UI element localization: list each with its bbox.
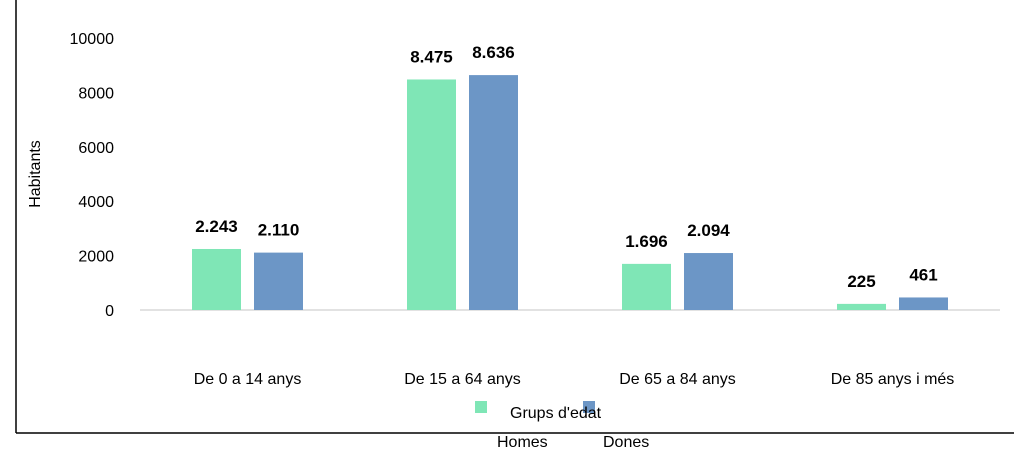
category-label: De 0 a 14 anys — [194, 371, 302, 388]
y-axis-ticks: 0 2000 4000 6000 8000 10000 — [70, 31, 115, 320]
legend-homes-label: Homes — [497, 434, 548, 451]
data-label: 8.475 — [410, 47, 453, 66]
data-label: 2.094 — [687, 221, 730, 240]
legend-homes-swatch — [475, 401, 487, 413]
bar-homes — [837, 303, 886, 310]
x-axis-title: Grups d'edat — [510, 405, 602, 422]
bar-dones — [254, 252, 303, 310]
bar-homes — [407, 79, 456, 310]
bars — [192, 75, 948, 310]
bar-dones — [469, 75, 518, 310]
legend-dones-label: Dones — [603, 434, 649, 451]
y-axis-title: Habitants — [27, 140, 44, 208]
y-tick-label: 4000 — [78, 194, 114, 211]
y-tick-label: 6000 — [78, 140, 114, 157]
data-label: 1.696 — [625, 232, 668, 251]
bar-homes — [622, 263, 671, 310]
data-label: 225 — [847, 272, 875, 291]
category-label: De 15 a 64 anys — [404, 371, 521, 388]
bar-dones — [899, 297, 948, 310]
y-tick-label: 10000 — [70, 31, 115, 48]
legend-dones-swatch — [583, 401, 595, 413]
category-labels: De 0 a 14 anys De 15 a 64 anys De 65 a 84 … — [194, 371, 955, 388]
data-labels: 2.243 2.110 8.475 8.636 1.696 2.094 225 461 — [195, 43, 937, 291]
bar-dones — [684, 253, 733, 310]
data-label: 2.110 — [258, 221, 300, 240]
y-tick-label: 0 — [105, 303, 114, 320]
y-tick-label: 2000 — [78, 249, 114, 266]
data-label: 8.636 — [472, 43, 515, 62]
category-label: De 65 a 84 anys — [619, 371, 736, 388]
data-label: 2.243 — [195, 217, 238, 236]
category-label: De 85 anys i més — [831, 371, 955, 388]
y-tick-label: 8000 — [78, 85, 114, 102]
bar-homes — [192, 248, 241, 310]
data-label: 461 — [909, 265, 937, 284]
